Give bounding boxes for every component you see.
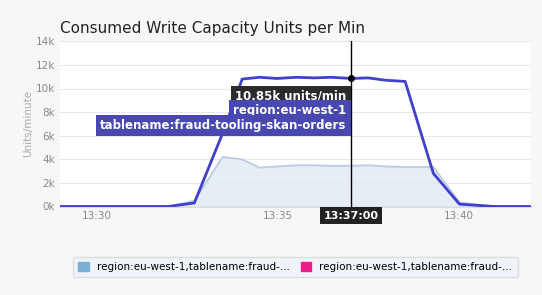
Y-axis label: Units/minute: Units/minute	[23, 90, 33, 158]
Text: 10.85k units/min: 10.85k units/min	[235, 90, 346, 103]
Text: 13:37:00: 13:37:00	[323, 211, 378, 221]
Legend: region:eu-west-1,tablename:fraud-..., region:eu-west-1,tablename:fraud-...: region:eu-west-1,tablename:fraud-..., re…	[73, 257, 518, 277]
Text: Consumed Write Capacity Units per Min: Consumed Write Capacity Units per Min	[60, 21, 365, 36]
Text: region:eu-west-1: region:eu-west-1	[233, 104, 346, 117]
Text: tablename:fraud-tooling-skan-orders: tablename:fraud-tooling-skan-orders	[100, 119, 346, 132]
